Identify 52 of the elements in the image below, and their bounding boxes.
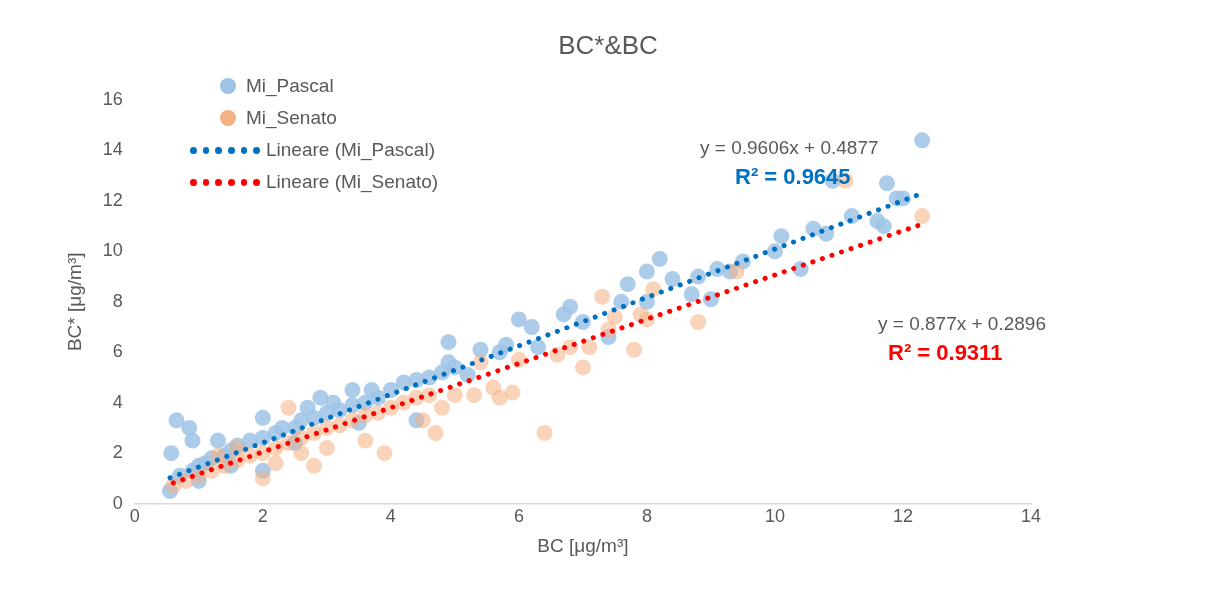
point [574, 359, 591, 376]
x-tick-label: 10 [764, 506, 785, 527]
annotation: y = 0.877x + 0.2896 [878, 313, 1046, 335]
point [536, 424, 553, 441]
point [427, 424, 444, 441]
point [581, 339, 598, 356]
annotation: R² = 0.9645 [735, 164, 851, 190]
y-tick-label: 0 [112, 492, 123, 513]
y-tick-label: 16 [102, 88, 123, 109]
point [254, 470, 271, 487]
x-tick-label: 0 [129, 506, 140, 527]
point [446, 387, 463, 404]
annotation: y = 0.9606x + 0.4877 [700, 137, 879, 159]
point [293, 445, 310, 462]
point [357, 432, 374, 449]
point [914, 208, 931, 225]
point [280, 399, 297, 416]
point [414, 412, 431, 429]
annotation: R² = 0.9311 [888, 340, 1003, 366]
x-tick-label: 14 [1020, 506, 1042, 527]
y-tick-label: 14 [102, 139, 123, 160]
point [626, 341, 643, 358]
point [318, 440, 335, 457]
point [434, 399, 451, 416]
point [306, 457, 323, 474]
point [504, 384, 521, 401]
point [594, 288, 611, 305]
point [728, 263, 745, 280]
chart-title: BC*&BC [557, 30, 659, 61]
x-tick-label: 4 [385, 506, 396, 527]
legend-label: Lineare (Mi_Pascal) [266, 139, 435, 161]
legend-label: Lineare (Mi_Senato) [266, 171, 439, 193]
legend-label: Mi_Pascal [246, 75, 334, 97]
x-axis-title: BC [μg/m³] [537, 534, 629, 556]
x-tick-label: 8 [641, 506, 652, 527]
x-tick-label: 12 [892, 506, 913, 527]
legend-label: Mi_Senato [246, 107, 337, 129]
point [491, 389, 508, 406]
y-tick-label: 10 [102, 240, 123, 261]
y-tick-label: 12 [102, 189, 123, 210]
point [267, 455, 284, 472]
point [606, 308, 623, 325]
point [376, 445, 393, 462]
y-tick-label: 6 [112, 341, 123, 362]
x-tick-label: 2 [257, 506, 268, 527]
y-tick-label: 4 [112, 391, 123, 412]
x-tick-label: 6 [513, 506, 524, 527]
y-tick-label: 8 [112, 290, 123, 311]
y-axis-title: BC* [μg/m³] [63, 252, 85, 352]
point [690, 313, 707, 330]
y-tick-label: 2 [112, 442, 123, 463]
point [466, 387, 483, 404]
